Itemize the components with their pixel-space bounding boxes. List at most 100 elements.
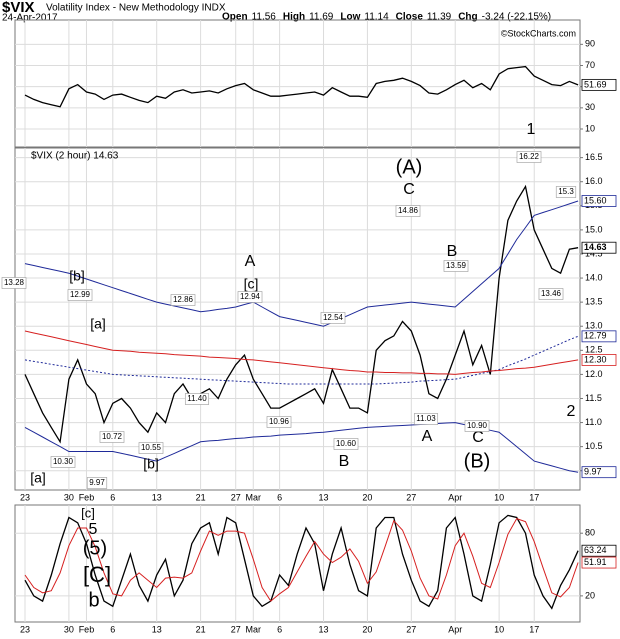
x-tick-label: 17 bbox=[529, 624, 539, 634]
x-tick-label: 6 bbox=[277, 492, 282, 502]
end-label: 12.30 bbox=[584, 354, 607, 364]
panel-frame bbox=[14, 19, 581, 148]
end-label: 12.79 bbox=[584, 331, 607, 341]
price-annotation: 12.86 bbox=[173, 295, 194, 304]
wave-annotation: C bbox=[472, 429, 484, 446]
price-annotation-box bbox=[184, 393, 210, 405]
price-annotation: 10.72 bbox=[102, 432, 123, 441]
series-line bbox=[24, 422, 579, 473]
quote-value: 11.14 bbox=[364, 12, 389, 23]
price-annotation-box bbox=[86, 477, 108, 489]
x-tick-label: 6 bbox=[110, 624, 115, 634]
price-annotation: 10.55 bbox=[141, 443, 162, 452]
price-annotation: 14.86 bbox=[398, 206, 419, 215]
x-tick-label: 27 bbox=[406, 492, 416, 502]
series-line bbox=[24, 335, 579, 385]
y-tick-label: 12.0 bbox=[585, 369, 603, 379]
series-line bbox=[24, 200, 579, 327]
quote-value: -3.24 (-22.15%) bbox=[482, 12, 551, 23]
y-tick-label: 15.0 bbox=[585, 224, 603, 234]
price-annotation-box bbox=[170, 294, 196, 306]
x-tick-label: 27 bbox=[406, 624, 416, 634]
y-tick-label: 13.0 bbox=[585, 321, 603, 331]
price-annotation: 11.40 bbox=[187, 394, 207, 403]
wave-annotation: (B) bbox=[464, 450, 491, 472]
quote-value: 11.39 bbox=[427, 12, 452, 23]
price-annotation: 12.99 bbox=[70, 290, 91, 299]
price-annotation: 10.30 bbox=[53, 457, 74, 466]
wave-annotation: (5) bbox=[83, 537, 107, 559]
y-tick-label: 30 bbox=[585, 102, 595, 112]
end-label-box bbox=[581, 241, 617, 254]
price-annotation-box bbox=[538, 288, 564, 300]
x-tick-label: Mar bbox=[246, 624, 262, 634]
wave-annotation: [c] bbox=[81, 505, 95, 520]
x-tick-label: Feb bbox=[79, 624, 95, 634]
x-tick-label: 17 bbox=[529, 492, 539, 502]
instrument-name: Volatility Index - New Methodology INDX bbox=[46, 3, 226, 14]
x-tick-label: 27 bbox=[231, 492, 241, 502]
price-annotation-box bbox=[1, 277, 27, 289]
series-line bbox=[24, 330, 579, 375]
price-annotation-box bbox=[99, 431, 125, 443]
y-tick-label: 14.0 bbox=[585, 272, 603, 282]
quote-label: Low bbox=[340, 12, 360, 23]
wave-annotation: [b] bbox=[143, 456, 159, 472]
quote-value: 11.56 bbox=[252, 12, 277, 23]
end-label: 15.60 bbox=[584, 195, 607, 205]
panel-frame bbox=[14, 147, 581, 491]
x-tick-label: Mar bbox=[246, 492, 262, 502]
x-tick-label: 10 bbox=[494, 492, 504, 502]
y-tick-label: 20 bbox=[585, 590, 595, 600]
x-tick-label: 23 bbox=[20, 624, 30, 634]
x-tick-label: 6 bbox=[277, 624, 282, 634]
end-label: 14.63 bbox=[584, 242, 607, 252]
y-tick-label: 90 bbox=[585, 39, 595, 49]
y-tick-label: 10.5 bbox=[585, 441, 603, 451]
x-tick-label: 21 bbox=[196, 624, 206, 634]
price-annotation: 12.54 bbox=[323, 313, 344, 322]
y-tick-label: 11.5 bbox=[585, 393, 602, 403]
legend-entry: $VIX (2 hour) 14.63 bbox=[31, 151, 119, 162]
price-annotation-box bbox=[333, 438, 359, 450]
symbol: $VIX bbox=[2, 0, 35, 16]
x-tick-label: 13 bbox=[319, 492, 329, 502]
end-label: 63.24 bbox=[584, 545, 607, 555]
end-label-box bbox=[581, 556, 617, 569]
price-annotation-box bbox=[443, 260, 469, 272]
wave-annotation: [C] bbox=[83, 562, 111, 587]
date: 24-Apr-2017 bbox=[2, 13, 58, 24]
wave-annotation: A bbox=[245, 253, 256, 270]
price-annotation: 16.22 bbox=[519, 152, 540, 161]
quote-label: Chg bbox=[458, 12, 477, 23]
wave-annotation: B bbox=[447, 243, 458, 260]
credit: ©StockCharts.com bbox=[501, 28, 576, 38]
y-tick-label: 16.0 bbox=[585, 176, 603, 186]
y-tick-label: 10 bbox=[585, 123, 595, 133]
wave-annotation: [b] bbox=[69, 268, 85, 284]
x-tick-label: 27 bbox=[231, 624, 241, 634]
x-tick-label: 20 bbox=[362, 624, 372, 634]
wave-annotation: b bbox=[88, 589, 99, 611]
y-tick-label: 16.5 bbox=[585, 152, 603, 162]
price-annotation-box bbox=[237, 291, 263, 303]
end-label-box bbox=[581, 466, 617, 479]
price-annotation-box bbox=[320, 312, 346, 324]
series-line bbox=[24, 514, 579, 610]
y-tick-label: 11.0 bbox=[585, 417, 602, 427]
end-label: 51.91 bbox=[584, 557, 607, 567]
x-tick-label: Apr bbox=[448, 492, 462, 502]
wave-annotation: 2 bbox=[567, 403, 576, 420]
price-annotation-box bbox=[266, 416, 292, 428]
wave-annotation: [a] bbox=[90, 316, 106, 332]
end-label-box bbox=[581, 354, 617, 366]
wave-annotation: (A) bbox=[396, 156, 423, 178]
series-line bbox=[24, 184, 579, 444]
x-tick-label: 21 bbox=[196, 492, 206, 502]
end-label-box bbox=[581, 195, 617, 207]
wave-annotation: A bbox=[422, 428, 433, 445]
price-annotation-box bbox=[413, 413, 439, 425]
wave-annotation: 5 bbox=[89, 521, 98, 538]
price-annotation-box bbox=[138, 442, 164, 454]
end-label-box bbox=[581, 330, 617, 343]
